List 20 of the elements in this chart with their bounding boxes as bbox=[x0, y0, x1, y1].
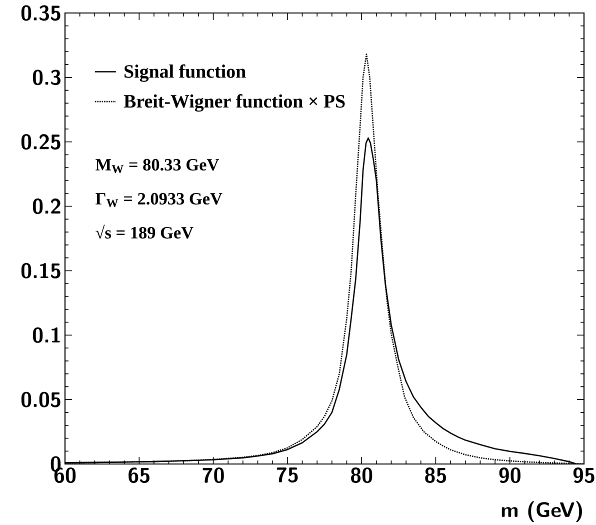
y-tick-label: 0.35 bbox=[21, 5, 60, 21]
x-tick-label: 70 bbox=[202, 468, 224, 483]
x-tick-label: 75 bbox=[276, 468, 298, 483]
y-tick-label: 0.1 bbox=[32, 327, 60, 343]
y-tick-label: 0.15 bbox=[21, 262, 60, 278]
y-tick-label: 0.2 bbox=[32, 198, 60, 214]
annotation: M$_{W}$ = 80.33 GeV bbox=[96, 158, 219, 174]
y-tick-label: 0.3 bbox=[32, 70, 61, 86]
legend-label: Signal function bbox=[124, 64, 246, 82]
annotation: √s = 189 GeV bbox=[96, 224, 194, 239]
y-tick-label: 0.05 bbox=[21, 392, 60, 408]
x-tick-label: 95 bbox=[573, 468, 594, 483]
legend-label: Breit-Wigner function × PS bbox=[124, 94, 345, 112]
x-tick-label: 65 bbox=[128, 468, 150, 483]
x-tick-label: 90 bbox=[499, 468, 520, 483]
x-axis-title: m (GeV) bbox=[502, 501, 582, 522]
x-tick-label: 85 bbox=[425, 468, 446, 483]
y-tick-label: 0.25 bbox=[21, 134, 60, 150]
annotation: Γ$_{W}$ = 2.0933 GeV bbox=[96, 192, 222, 208]
x-tick-label: 80 bbox=[351, 468, 372, 483]
